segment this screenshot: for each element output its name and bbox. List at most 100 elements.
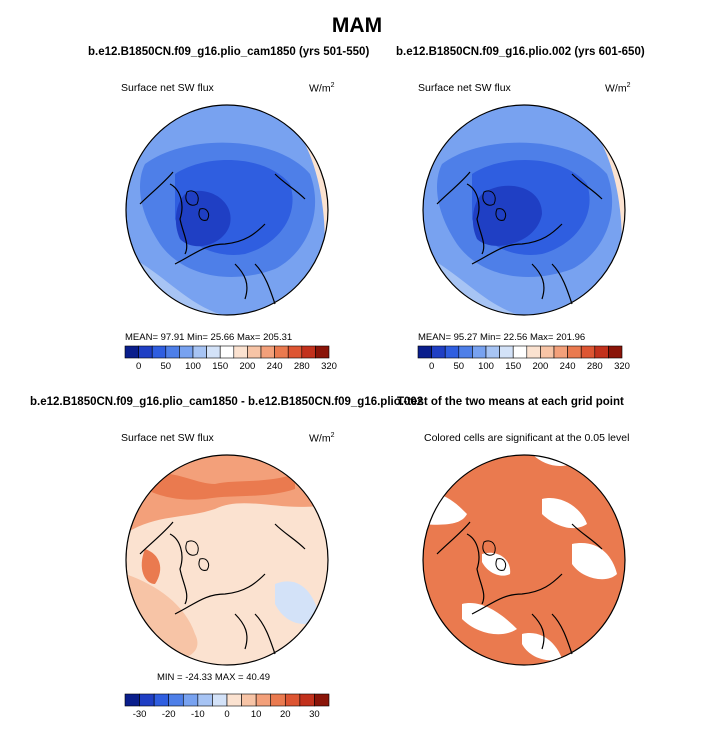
- colorbar-swatch: [417, 345, 432, 359]
- island-outlines: [185, 190, 210, 221]
- colorbar-swatch: [314, 693, 330, 707]
- colorbar-tick-label: 200: [239, 361, 255, 372]
- colorbar-swatch: [485, 345, 500, 359]
- colorbar-swatch: [255, 693, 272, 707]
- colorbar-swatch: [219, 345, 235, 359]
- colorbar-swatch: [431, 345, 446, 359]
- colorbar-tick-label: -10: [191, 709, 205, 720]
- panel-4-map: [422, 454, 626, 666]
- island-outlines: [482, 190, 507, 221]
- colorbar-tick-label: 0: [429, 361, 434, 372]
- colorbar-swatch: [594, 345, 609, 359]
- colorbar-tick-label: 50: [161, 361, 172, 372]
- colorbar-swatch: [444, 345, 460, 359]
- panel-1-stats: MEAN= 97.91 Min= 25.66 Max= 205.31: [125, 332, 293, 343]
- colorbar-swatch: [608, 345, 623, 359]
- map-border: [125, 454, 329, 666]
- island-outlines: [185, 540, 210, 571]
- coastline: [436, 171, 603, 305]
- colorbar-swatch: [499, 345, 514, 359]
- colorbar-tick-label: 0: [224, 709, 229, 720]
- colorbar-tick-label: -30: [133, 709, 147, 720]
- colorbar-swatch: [212, 693, 228, 707]
- panel-3-stats: MIN = -24.33 MAX = 40.49: [157, 672, 271, 683]
- figure-title: MAM: [331, 14, 383, 37]
- colorbar-swatch: [270, 693, 286, 707]
- colorbar-tick-label: 280: [294, 361, 310, 372]
- colorbar-tick-label: 200: [532, 361, 548, 372]
- colorbar-swatch: [168, 693, 184, 707]
- colorbar-tick-label: 100: [478, 361, 494, 372]
- panel-2-stats: MEAN= 95.27 Min= 22.56 Max= 201.96: [418, 332, 586, 343]
- panel-2-units: W/m2: [605, 82, 631, 95]
- colorbar-tick-label: 240: [267, 361, 283, 372]
- panel-3-map: [125, 454, 329, 666]
- colorbar-swatch: [458, 345, 473, 359]
- colorbar-swatch: [260, 345, 275, 359]
- panel-1-colorbar: 0 50 100 150 200 240 280 320: [124, 345, 337, 372]
- panel-4-subtitle: Colored cells are significant at the 0.0…: [424, 432, 630, 444]
- colorbar-swatch: [153, 693, 170, 707]
- colorbar-swatch: [165, 345, 180, 359]
- colorbar-tick-label: 150: [212, 361, 228, 372]
- colorbar-tick-label: 320: [614, 361, 630, 372]
- coastline: [436, 521, 603, 655]
- colorbar-swatch: [247, 345, 262, 359]
- colorbar-swatch: [197, 693, 213, 707]
- colorbar-tick-label: 320: [321, 361, 337, 372]
- colorbar-swatch: [299, 693, 315, 707]
- colorbar-tick-label: 100: [185, 361, 201, 372]
- panel-3-subtitle: Surface net SW flux: [121, 432, 214, 444]
- panel-3-title: b.e12.B1850CN.f09_g16.plio_cam1850 - b.e…: [30, 396, 424, 408]
- colorbar-swatch: [138, 345, 153, 359]
- colorbar-swatch: [567, 345, 582, 359]
- colorbar-tick-label: 150: [505, 361, 521, 372]
- colorbar-swatch: [241, 693, 257, 707]
- colorbar-tick-label: 50: [454, 361, 465, 372]
- colorbar-swatch: [540, 345, 555, 359]
- colorbar-swatch: [526, 345, 541, 359]
- colorbar-tick-label: 240: [560, 361, 576, 372]
- colorbar-swatch: [472, 345, 487, 359]
- panel-2-title: b.e12.B1850CN.f09_g16.plio.002 (yrs 601-…: [396, 46, 645, 58]
- colorbar-swatch: [233, 345, 248, 359]
- colorbar-swatch: [182, 693, 199, 707]
- map-field-cool-patch: [275, 581, 320, 624]
- colorbar-swatch: [151, 345, 167, 359]
- colorbar-swatch: [512, 345, 528, 359]
- map-field-warm-patch: [141, 549, 161, 584]
- map-border: [422, 454, 626, 666]
- colorbar-swatch: [284, 693, 301, 707]
- map-field-warm-core: [145, 472, 295, 500]
- map-border: [125, 104, 329, 316]
- colorbar-tick-label: 30: [309, 709, 320, 720]
- panel-4-title: T-test of the two means at each grid poi…: [397, 396, 624, 408]
- panel-3-colorbar: -30 -20 -10 0 10 20 30: [124, 693, 330, 720]
- colorbar-tick-label: 10: [251, 709, 262, 720]
- colorbar-swatch: [226, 693, 242, 707]
- colorbar-swatch: [287, 345, 303, 359]
- colorbar-swatch: [274, 345, 289, 359]
- panel-1-title: b.e12.B1850CN.f09_g16.plio_cam1850 (yrs …: [88, 46, 370, 58]
- map-insignificant-region: [542, 498, 587, 529]
- colorbar-tick-label: 280: [587, 361, 603, 372]
- map-insignificant-region: [522, 633, 562, 661]
- colorbar-swatch: [124, 345, 139, 359]
- coastline: [139, 171, 306, 305]
- colorbar-swatch: [192, 345, 207, 359]
- map-insignificant-region: [462, 603, 517, 635]
- colorbar-swatch: [124, 693, 140, 707]
- panel-2-colorbar: 0 50 100 150 200 240 280 320: [417, 345, 630, 372]
- panel-3-units: W/m2: [309, 432, 335, 445]
- map-border: [422, 104, 626, 316]
- island-outlines: [482, 540, 507, 571]
- map-field-near-zero: [195, 520, 255, 568]
- colorbar-swatch: [580, 345, 596, 359]
- panel-2-subtitle: Surface net SW flux: [418, 82, 511, 94]
- colorbar-swatch: [206, 345, 221, 359]
- colorbar-swatch: [179, 345, 194, 359]
- panel-1-subtitle: Surface net SW flux: [121, 82, 214, 94]
- map-field-minimum: [472, 185, 542, 246]
- colorbar-tick-label: 20: [280, 709, 291, 720]
- colorbar-swatch: [139, 693, 155, 707]
